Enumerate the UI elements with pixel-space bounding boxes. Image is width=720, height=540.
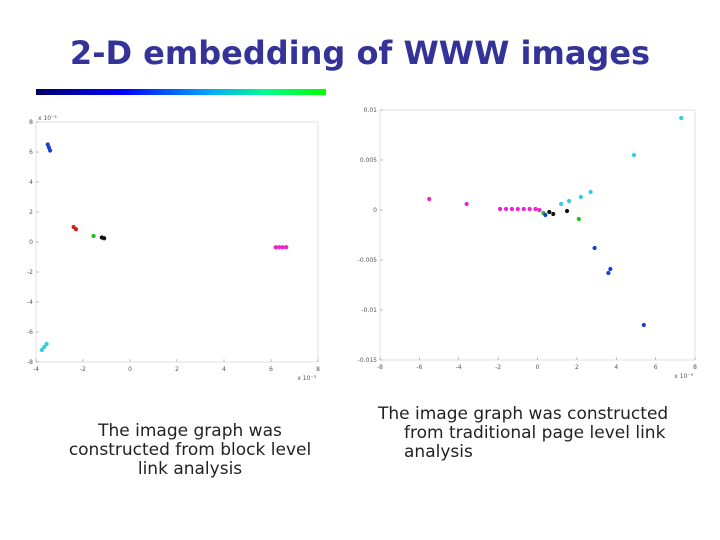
x-tick-label: -2 <box>80 366 86 373</box>
x-tick-label: 0 <box>128 366 132 373</box>
x-tick-label: 6 <box>269 366 273 373</box>
x-tick-label: 4 <box>222 366 226 373</box>
data-point <box>273 245 278 250</box>
x-tick-label: -4 <box>456 364 462 371</box>
data-point <box>588 189 593 195</box>
x-tick-label: 8 <box>693 364 697 371</box>
data-point <box>102 236 107 241</box>
caption-line: link analysis <box>137 459 243 479</box>
data-point <box>497 206 503 212</box>
colormap-gradient-bar <box>36 89 326 95</box>
y-tick-label: -4 <box>27 299 33 306</box>
gradient-fill <box>36 89 326 95</box>
plot-frame <box>379 109 696 361</box>
y-scale-label: x 10⁻³ <box>38 115 57 122</box>
caption-line: from traditional page level link <box>404 423 666 443</box>
x-tick-label: -2 <box>495 364 501 371</box>
data-point <box>39 347 44 353</box>
data-point <box>48 148 53 153</box>
slide-title: 2-D embedding of WWW images <box>69 34 651 72</box>
y-tick-label: 6 <box>29 149 33 156</box>
caption-page-level: The image graph was constructed from tra… <box>378 405 698 462</box>
x-scale-label: x 10⁻³ <box>297 375 316 382</box>
data-point <box>44 341 49 347</box>
caption-block-level: The image graph was constructed from blo… <box>50 422 330 479</box>
data-point <box>578 194 583 200</box>
y-tick-label: 8 <box>29 119 33 126</box>
caption-line: The image graph was <box>98 421 282 441</box>
x-scale-label: x 10⁻³ <box>674 373 693 380</box>
y-tick-label: -0.005 <box>358 257 378 264</box>
data-point <box>631 152 637 158</box>
y-tick-label: 0.01 <box>364 107 378 114</box>
y-tick-label: 0.005 <box>360 157 377 164</box>
caption-line: The image graph was constructed <box>378 404 669 424</box>
x-tick-label: 8 <box>316 366 320 373</box>
y-tick-label: -8 <box>27 359 33 366</box>
data-point <box>42 344 47 350</box>
data-point <box>277 245 282 250</box>
data-point <box>608 266 613 272</box>
caption-line: analysis <box>404 442 473 462</box>
data-point <box>566 198 572 204</box>
data-point <box>509 206 515 212</box>
x-tick-label: -8 <box>377 364 383 371</box>
data-point <box>592 245 597 251</box>
data-point <box>515 206 520 212</box>
x-tick-label: 4 <box>614 364 618 371</box>
data-point <box>641 322 646 328</box>
x-tick-label: 0 <box>536 364 540 371</box>
y-tick-label: 0 <box>29 239 33 246</box>
data-point <box>559 201 564 207</box>
data-point <box>547 209 552 215</box>
y-tick-label: 2 <box>29 209 33 216</box>
x-tick-label: 2 <box>175 366 179 373</box>
scatter-chart-page-level: -8 -6 -4 -2 0 2 4 6 8 -0.015 -0.01 -0.005 0 0.005 0.01… <box>358 107 697 380</box>
x-tick-label: 2 <box>575 364 579 371</box>
y-tick-label: 0 <box>373 207 377 214</box>
data-point <box>606 270 611 276</box>
data-point <box>679 115 684 121</box>
data-point <box>576 216 581 222</box>
data-point <box>551 211 556 217</box>
caption-line: constructed from block level <box>68 440 312 460</box>
data-point <box>521 206 526 212</box>
data-point <box>503 206 509 212</box>
y-tick-label: -0.015 <box>358 357 378 364</box>
data-point <box>564 208 570 214</box>
x-tick-label: 6 <box>654 364 658 371</box>
plot-frame <box>35 121 319 363</box>
data-point <box>427 196 432 202</box>
data-point <box>91 233 96 239</box>
data-point <box>464 201 469 207</box>
y-tick-label: -6 <box>27 329 33 336</box>
y-tick-label: 4 <box>29 179 33 186</box>
x-tick-label: -4 <box>33 366 39 373</box>
data-point <box>280 245 285 250</box>
data-point <box>533 206 538 212</box>
data-point <box>537 207 542 213</box>
data-point <box>73 227 79 232</box>
data-point <box>543 212 548 218</box>
data-point <box>284 245 289 250</box>
y-tick-label: -2 <box>27 269 33 276</box>
y-tick-label: -0.01 <box>361 307 377 314</box>
data-point <box>527 206 532 212</box>
x-tick-label: -6 <box>416 364 422 371</box>
